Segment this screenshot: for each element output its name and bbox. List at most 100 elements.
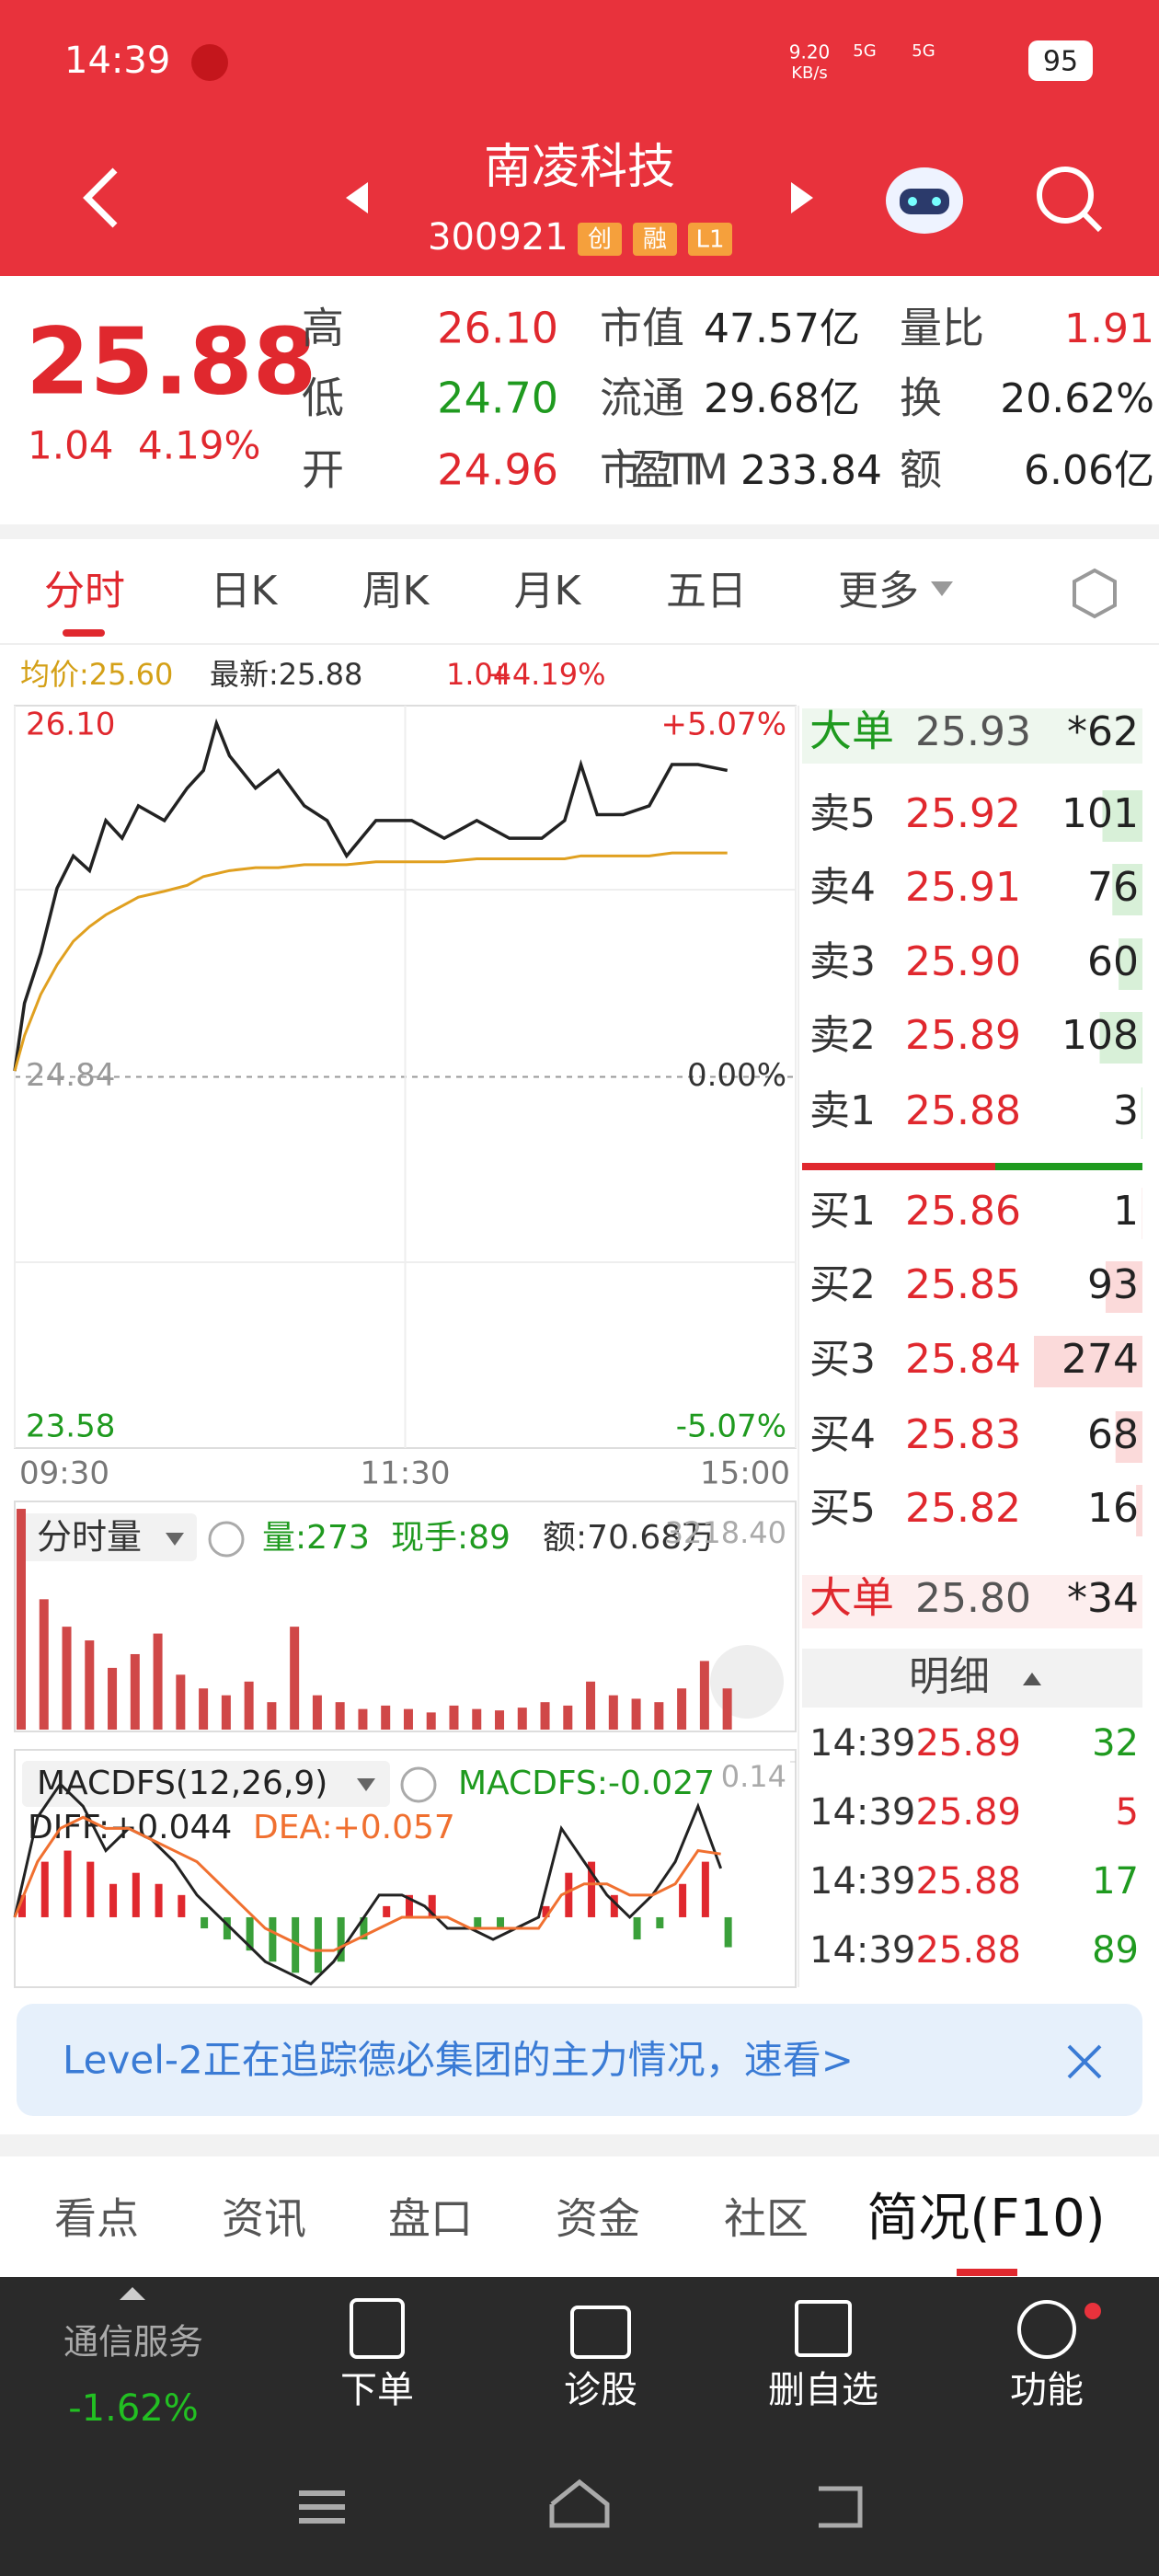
bottom-tab[interactable]: 资金: [556, 2194, 640, 2244]
title-bg: [22, 1761, 390, 1807]
sort-arrow: [1023, 1673, 1041, 1685]
toolbar-button[interactable]: 删自选: [768, 2369, 878, 2411]
toolbar-button[interactable]: 下单: [340, 2369, 414, 2411]
big-order-label: 大单: [809, 707, 894, 756]
bottom-tab[interactable]: 看点: [54, 2194, 139, 2244]
banner-close[interactable]: [1067, 2044, 1102, 2079]
assistant-icon[interactable]: [886, 167, 963, 234]
macd-bar: [314, 1916, 322, 1973]
macd-bar: [633, 1916, 641, 1940]
legend-item: 均价:25.60: [20, 657, 173, 692]
macd-bar: [201, 1916, 209, 1929]
panel-title: 分时量: [37, 1517, 142, 1558]
big-order-qty: *62: [1067, 708, 1139, 755]
tab[interactable]: 月K: [514, 568, 582, 615]
trade-qty: 89: [1092, 1929, 1139, 1972]
order-icon: [350, 2298, 405, 2359]
stat-label: 市值: [600, 304, 684, 353]
stat-label: 量比: [900, 304, 984, 353]
volume-bar: [221, 1695, 231, 1730]
macd-bar: [428, 1894, 436, 1917]
qty-bar: [1119, 938, 1142, 990]
help-icon[interactable]: [400, 1766, 437, 1803]
panel-label: DEA:+0.057: [253, 1809, 455, 1846]
panel-label: MACDFS:-0.027: [458, 1765, 715, 1802]
level-price: 25.85: [905, 1261, 1021, 1308]
big-order-label: 大单: [809, 1573, 894, 1623]
tab[interactable]: 日K: [211, 568, 279, 615]
tab[interactable]: 周K: [362, 568, 430, 615]
y-tick-label: 3218.40: [665, 1515, 786, 1550]
bottom-tab[interactable]: 社区: [724, 2194, 809, 2244]
battery: [1028, 40, 1093, 81]
bottom-tab[interactable]: 资讯: [222, 2194, 306, 2244]
qty-bar: [1034, 1336, 1142, 1387]
next-stock[interactable]: [791, 182, 813, 213]
stat-label: 流通: [600, 374, 684, 423]
stat-label: 高: [302, 304, 344, 353]
level-qty: 93: [1087, 1261, 1139, 1308]
trade-time: 14:39: [809, 1860, 915, 1903]
stat-value: 47.57亿: [704, 305, 860, 352]
dropdown-arrow: [357, 1778, 375, 1791]
bottom-tab[interactable]: 盘口: [388, 2194, 473, 2244]
toolbar-button[interactable]: 诊股: [564, 2369, 637, 2411]
expand-button[interactable]: [710, 1645, 784, 1719]
sector-change: -1.62%: [68, 2387, 199, 2430]
back-button[interactable]: [83, 167, 118, 228]
expand-arrow: [120, 2287, 145, 2300]
level-price: 25.91: [905, 864, 1021, 911]
nav-home[interactable]: [549, 2478, 610, 2528]
y-tick-label: 24.84: [26, 1057, 115, 1094]
stat-value: 6.06亿: [1024, 447, 1154, 494]
change: 1.04: [28, 423, 114, 468]
app-icon: [191, 44, 228, 81]
tab-indicator: [63, 629, 105, 637]
tab[interactable]: 分时: [44, 568, 125, 615]
macd-bar: [656, 1916, 664, 1929]
volume-bar: [290, 1627, 300, 1730]
y-tick-label: 26.10: [26, 707, 115, 743]
search-button[interactable]: [1037, 167, 1103, 233]
bottom-tab[interactable]: 简况(F10): [866, 2189, 1105, 2248]
trade-price: 25.89: [915, 1791, 1021, 1834]
volume-bar: [153, 1633, 163, 1730]
stat-value: 20.62%: [1000, 375, 1154, 422]
badge-dot: [1084, 2303, 1101, 2319]
badge: L1: [695, 226, 724, 254]
level-label: 卖5: [809, 790, 876, 837]
macd-bar: [383, 1905, 391, 1917]
big-order-qty: *34: [1067, 1575, 1139, 1622]
level-price: 25.92: [905, 790, 1021, 837]
stock-code: 300921: [428, 216, 568, 259]
macd-bar: [223, 1916, 231, 1940]
settings-button[interactable]: [1073, 568, 1117, 619]
macd-frame: [14, 1749, 797, 1988]
nav-menu[interactable]: [299, 2490, 345, 2524]
volume-bar: [199, 1688, 209, 1730]
ratio-bar-buy: [995, 1163, 1142, 1170]
net-speed-unit: KB/s: [791, 63, 828, 83]
sector-name: 通信服务: [63, 2322, 203, 2363]
stat-label: 额: [900, 445, 942, 495]
tab[interactable]: 五日: [666, 568, 747, 615]
tab[interactable]: 更多: [838, 568, 919, 615]
network: 5G: [853, 41, 876, 61]
banner-bg[interactable]: [17, 2004, 1142, 2116]
toolbar-button[interactable]: 功能: [1010, 2369, 1084, 2411]
level-qty: 76: [1087, 864, 1139, 911]
help-icon[interactable]: [208, 1521, 245, 1558]
trade-time: 14:39: [809, 1791, 915, 1834]
macd-bar: [565, 1872, 573, 1917]
level-price: 25.84: [905, 1336, 1021, 1383]
x-tick-label: 11:30: [361, 1455, 451, 1492]
volume-bar: [403, 1708, 413, 1730]
big-order-bg: [802, 708, 1142, 764]
stat-value: 233.84: [740, 447, 882, 494]
trade-price: 25.89: [915, 1722, 1021, 1765]
macd-bar: [18, 1894, 26, 1917]
trade-qty: 32: [1092, 1722, 1139, 1765]
nav-back[interactable]: [819, 2486, 863, 2528]
prev-stock[interactable]: [346, 182, 368, 213]
